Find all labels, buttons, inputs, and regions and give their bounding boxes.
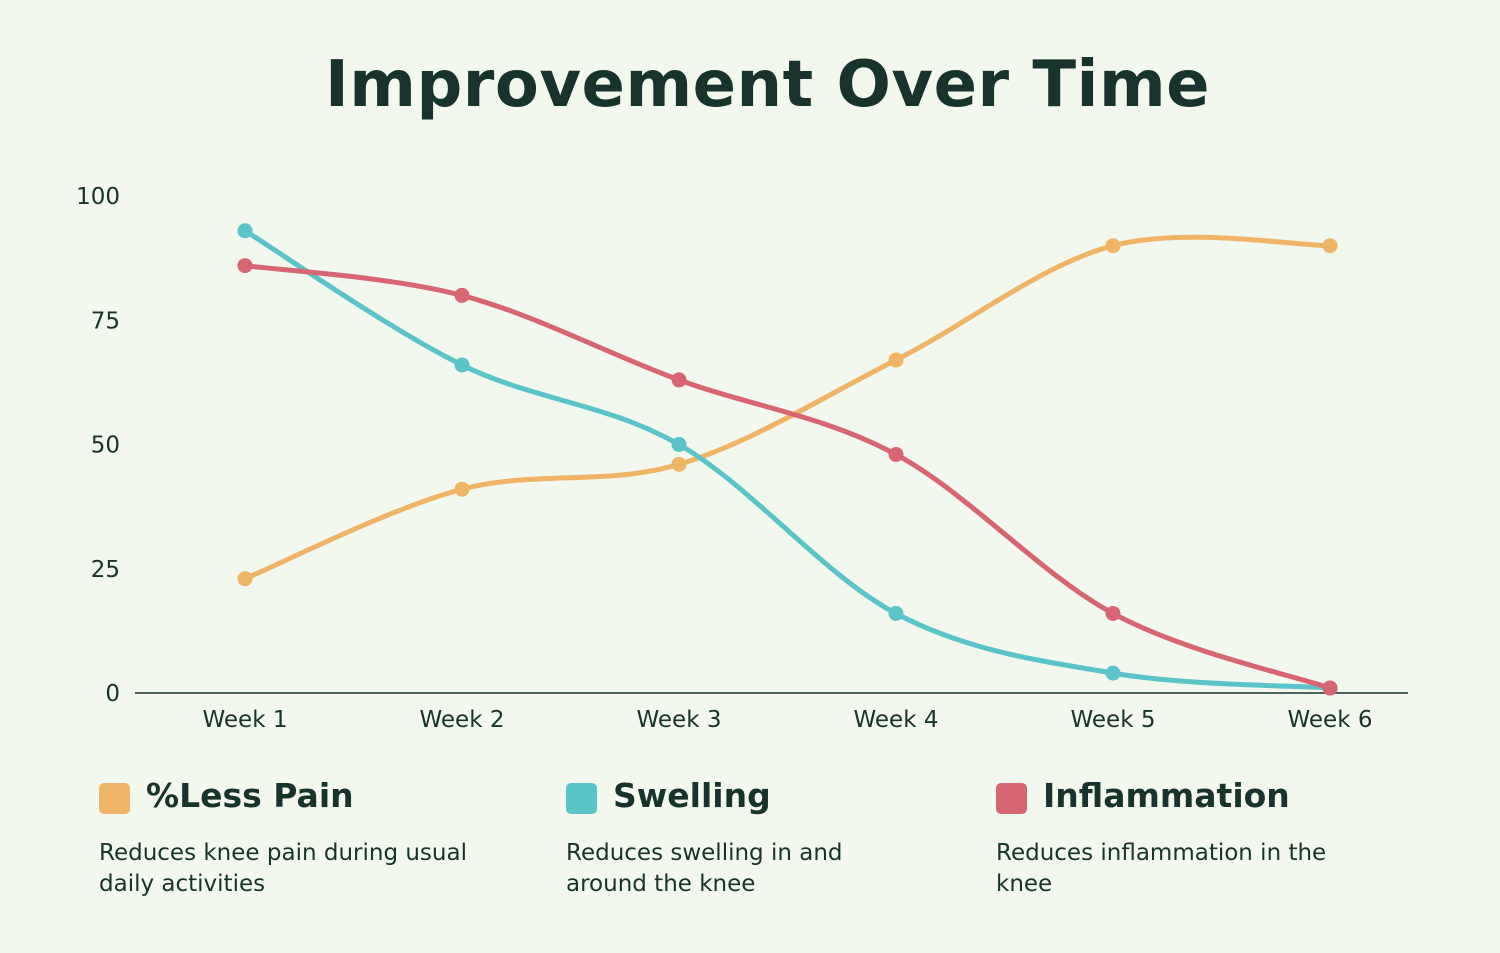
series-line-0 xyxy=(242,234,1333,582)
data-point xyxy=(1322,238,1338,254)
data-point xyxy=(237,223,253,239)
data-point xyxy=(888,352,904,368)
legend-description: Reduces swelling in and around the knee xyxy=(566,840,843,897)
legend-description: Reduces inflammation in the knee xyxy=(996,840,1327,897)
data-point xyxy=(671,372,687,388)
data-point xyxy=(671,437,687,452)
x-tick-label: Week 4 xyxy=(854,707,939,733)
data-point xyxy=(237,571,253,587)
data-point xyxy=(237,258,253,274)
x-tick-label: Week 2 xyxy=(420,707,505,733)
data-point xyxy=(454,287,470,303)
data-point xyxy=(888,605,904,621)
y-tick-label: 25 xyxy=(91,557,120,583)
x-tick-label: Week 5 xyxy=(1071,707,1156,733)
legend-label: %Less Pain xyxy=(146,776,354,815)
data-point xyxy=(454,357,470,373)
series-line-2 xyxy=(242,263,1333,691)
x-tick-label: Week 3 xyxy=(637,707,722,733)
data-point xyxy=(888,446,904,462)
y-tick-label: 0 xyxy=(105,681,120,707)
data-point xyxy=(1105,238,1121,254)
data-point xyxy=(1322,680,1338,696)
legend-swatch xyxy=(566,783,597,814)
legend-swatch xyxy=(99,783,130,814)
data-point xyxy=(671,456,687,472)
data-point xyxy=(1105,665,1121,681)
x-tick-label: Week 6 xyxy=(1288,707,1373,733)
legend-label: Inflammation xyxy=(1043,776,1290,815)
y-tick-label: 50 xyxy=(91,433,120,459)
chart-title: Improvement Over Time xyxy=(324,48,1211,122)
legend-label: Swelling xyxy=(613,776,771,815)
legend-swatch xyxy=(996,783,1027,814)
y-tick-label: 100 xyxy=(76,184,120,210)
data-point xyxy=(1105,605,1121,621)
y-tick-label: 75 xyxy=(91,308,120,334)
legend-description: Reduces knee pain during usual daily act… xyxy=(99,840,467,897)
series-line-1 xyxy=(242,228,1333,691)
data-point xyxy=(454,481,470,497)
x-tick-label: Week 1 xyxy=(203,707,288,733)
